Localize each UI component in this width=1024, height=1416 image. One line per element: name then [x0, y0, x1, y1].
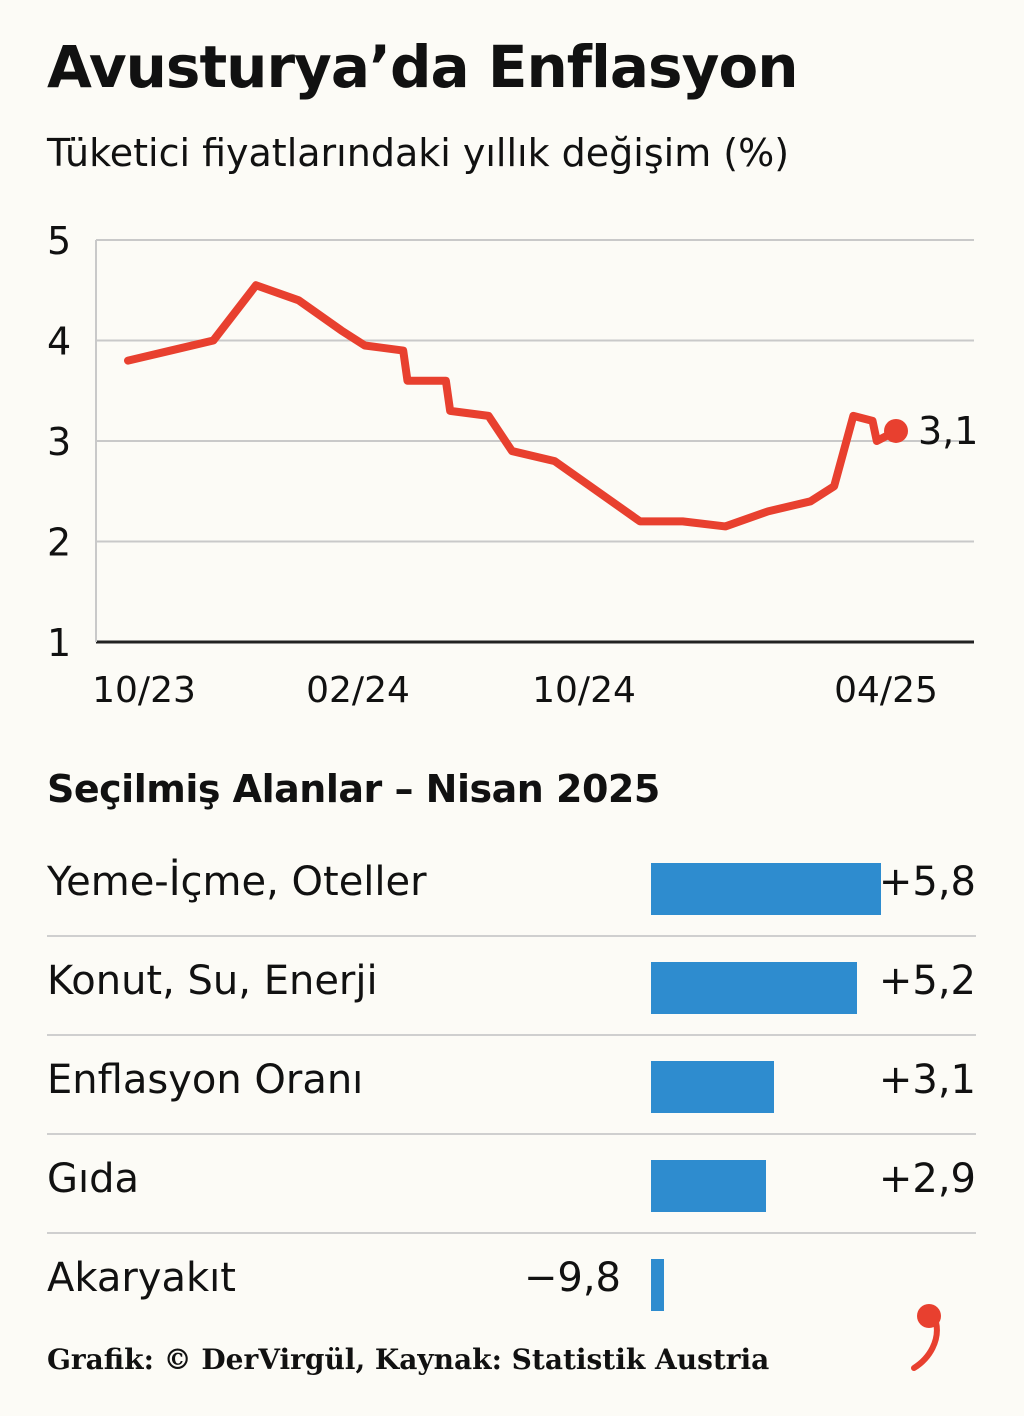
- bar: [651, 1061, 774, 1113]
- x-tick-labels: 10/23 02/24 10/24 04/25: [92, 670, 938, 711]
- row-divider: [47, 1034, 976, 1036]
- y-tick-label: 2: [47, 521, 71, 565]
- y-tick-label: 4: [47, 320, 71, 364]
- x-tick-label: 10/23: [92, 670, 196, 711]
- bar-row: Gıda +2,9: [0, 1135, 1024, 1234]
- bar-value-label: −9,8: [523, 1255, 621, 1301]
- source-credit: Grafik: © DerVirgül, Kaynak: Statistik A…: [47, 1343, 770, 1376]
- bar-category-label: Enflasyon Oranı: [47, 1057, 364, 1103]
- inflation-line: [124, 281, 900, 531]
- y-tick-labels: 1 2 3 4 5: [47, 219, 71, 665]
- bar-category-label: Gıda: [47, 1156, 140, 1202]
- x-tick-label: 02/24: [306, 670, 410, 711]
- end-point-marker: [884, 418, 908, 443]
- bar-category-label: Akaryakıt: [47, 1255, 236, 1301]
- bar-row: Akaryakıt −9,8: [0, 1234, 1024, 1333]
- chart-title: Avusturya’da Enflasyon: [47, 33, 799, 101]
- bar-value-label: +2,9: [878, 1156, 976, 1202]
- bar-value-label: +3,1: [878, 1057, 976, 1103]
- y-tick-label: 3: [47, 420, 71, 464]
- x-tick-label: 10/24: [532, 670, 636, 711]
- bar-section-title: Seçilmiş Alanlar – Nisan 2025: [47, 767, 660, 811]
- bar-category-label: Yeme-İçme, Oteller: [47, 859, 427, 905]
- bar: [651, 1160, 766, 1212]
- bar: [651, 1259, 664, 1311]
- x-tick-label: 04/25: [834, 670, 938, 711]
- row-divider: [47, 1232, 976, 1234]
- y-tick-label: 1: [47, 621, 71, 665]
- line-chart: 1 2 3 4 5 10/23 02/24 10/24 04/25 3,1: [47, 219, 978, 711]
- bar: [651, 863, 881, 915]
- bar: [651, 962, 857, 1014]
- y-tick-label: 5: [47, 219, 71, 263]
- bar-row: Enflasyon Oranı +3,1: [0, 1036, 1024, 1135]
- bar-row: Yeme-İçme, Oteller +5,8: [0, 838, 1024, 937]
- bar-row: Konut, Su, Enerji +5,2: [0, 937, 1024, 1036]
- dervirgul-logo: [911, 1304, 941, 1371]
- row-divider: [47, 935, 976, 937]
- series-layer: 3,1: [124, 281, 978, 531]
- row-divider: [47, 1133, 976, 1135]
- chart-subtitle: Tüketici fiyatlarındaki yıllık değişim (…: [47, 131, 790, 175]
- bar-value-label: +5,8: [878, 859, 976, 905]
- bar-category-label: Konut, Su, Enerji: [47, 958, 378, 1004]
- bar-value-label: +5,2: [878, 958, 976, 1004]
- grid-lines: [95, 239, 974, 644]
- end-value-label: 3,1: [918, 409, 978, 453]
- bar-rows: Yeme-İçme, Oteller +5,8 Konut, Su, Enerji +…: [0, 838, 1024, 1333]
